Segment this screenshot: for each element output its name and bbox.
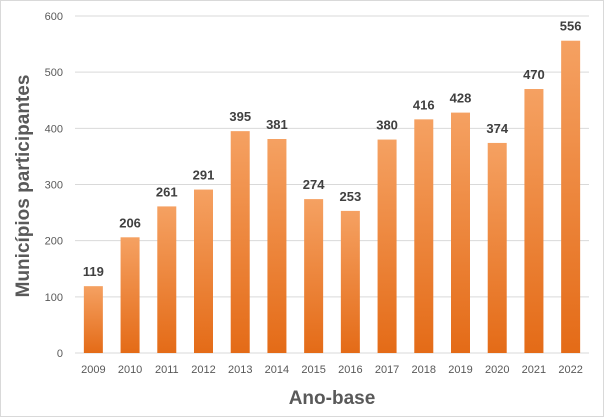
bar [230, 131, 250, 353]
x-tick-label: 2020 [485, 364, 509, 376]
data-label: 274 [303, 177, 325, 192]
bar [83, 286, 103, 353]
data-label: 381 [266, 117, 288, 132]
bars [83, 40, 581, 354]
x-tick-label: 2012 [191, 364, 215, 376]
y-tick-label: 300 [45, 180, 63, 192]
gridlines [75, 15, 589, 354]
x-tick-label: 2018 [412, 364, 436, 376]
data-label: 556 [560, 19, 582, 34]
bar [377, 139, 397, 353]
data-label: 206 [119, 215, 141, 230]
data-labels: 119 206 261 291 395 381 274 253 380 416 428 374 470 5… [83, 19, 582, 279]
x-tick-label: 2015 [301, 364, 325, 376]
bar [120, 237, 140, 353]
y-tick-label: 200 [45, 236, 63, 248]
bar [157, 206, 177, 353]
data-label: 380 [376, 118, 398, 133]
y-axis-title: Municípios participantes [13, 75, 34, 298]
bar [561, 40, 581, 354]
x-tick-label: 2021 [522, 364, 546, 376]
data-label: 374 [486, 121, 508, 136]
x-tick-label: 2016 [338, 364, 362, 376]
x-tick-label: 2010 [118, 364, 142, 376]
x-tick-label: 2013 [228, 364, 252, 376]
bar [194, 189, 213, 353]
data-label: 428 [450, 91, 472, 106]
bar [414, 119, 434, 353]
x-tick-label: 2019 [448, 364, 472, 376]
x-tick-label: 2011 [155, 364, 179, 376]
data-label: 291 [193, 168, 215, 183]
y-tick-label: 600 [45, 11, 63, 23]
data-label: 119 [83, 264, 104, 279]
bar [524, 89, 544, 354]
x-tick-label: 2022 [558, 364, 582, 376]
x-tick-label: 2017 [375, 364, 399, 376]
y-tick-label: 400 [45, 123, 63, 135]
bar [487, 142, 507, 353]
data-label: 416 [413, 97, 435, 112]
x-axis-title: Ano-base [289, 388, 376, 409]
data-label: 253 [340, 189, 362, 204]
y-tick-label: 100 [45, 292, 63, 304]
data-label: 261 [156, 184, 178, 199]
bar [340, 210, 360, 353]
y-tick-label: 500 [45, 67, 63, 79]
bar [304, 199, 324, 353]
data-label: 470 [523, 67, 545, 82]
y-axis-ticks: 0 100 200 300 400 500 600 [45, 11, 63, 360]
x-axis-ticks: 2009 2010 2011 2012 2013 2014 2015 2016 2017 2018… [81, 364, 583, 376]
x-tick-label: 2009 [81, 364, 105, 376]
data-label: 395 [229, 109, 251, 124]
bar [267, 139, 287, 353]
x-tick-label: 2014 [265, 364, 289, 376]
y-tick-label: 0 [57, 348, 63, 360]
bar [451, 112, 470, 354]
